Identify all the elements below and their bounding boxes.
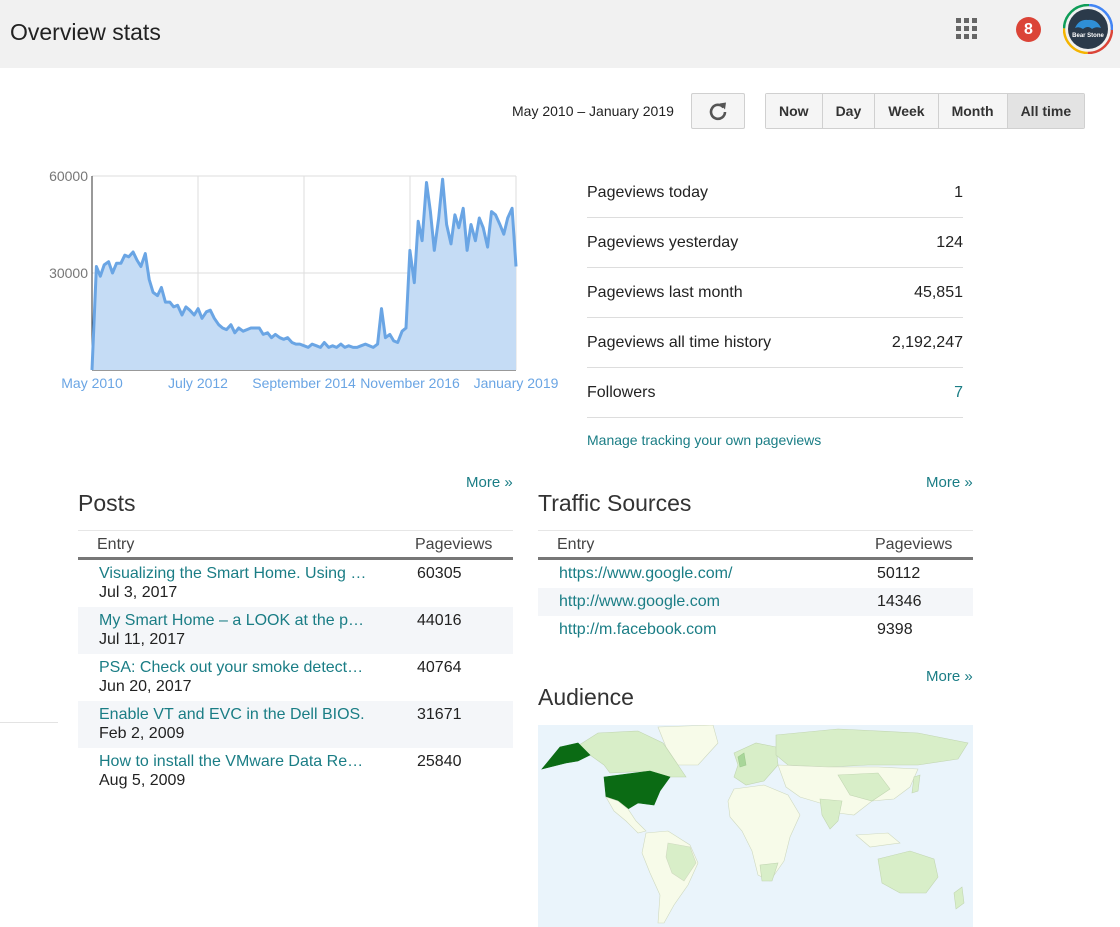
post-date: Jun 20, 2017 — [99, 678, 192, 695]
traffic-pageviews: 9398 — [877, 621, 913, 638]
stat-row-yesterday: Pageviews yesterday 124 — [587, 218, 963, 268]
range-month-button[interactable]: Month — [938, 94, 1008, 128]
post-link[interactable]: PSA: Check out your smoke detect… — [99, 659, 364, 676]
post-pageviews: 44016 — [417, 612, 462, 629]
post-link[interactable]: How to install the VMware Data Re… — [99, 753, 364, 770]
col-entry-header: Entry — [557, 536, 595, 553]
stat-label: Pageviews all time history — [587, 334, 772, 351]
traffic-row: https://www.google.com/ 50112 — [538, 560, 973, 588]
traffic-source-link[interactable]: https://www.google.com/ — [559, 565, 733, 582]
avatar[interactable]: Bear Stone — [1062, 3, 1114, 55]
top-bar: Overview stats 8 Bear Stone — [0, 0, 1120, 68]
posts-table-header: Entry Pageviews — [78, 530, 513, 560]
refresh-icon — [709, 102, 727, 121]
range-selector: Now Day Week Month All time — [765, 93, 1086, 129]
range-now-button[interactable]: Now — [766, 94, 823, 128]
y-tick-label: 60000 — [49, 168, 88, 184]
stat-value: 2,192,247 — [891, 334, 963, 351]
post-pageviews: 60305 — [417, 565, 462, 582]
divider — [0, 722, 58, 723]
series-line — [90, 177, 518, 371]
followers-link[interactable]: 7 — [954, 384, 963, 401]
post-row: PSA: Check out your smoke detect… Jun 20… — [78, 654, 513, 701]
map-australia — [877, 850, 939, 894]
stat-value: 1 — [954, 184, 963, 201]
y-tick-label: 30000 — [49, 265, 88, 281]
stat-label: Followers — [587, 384, 656, 401]
range-day-button[interactable]: Day — [822, 94, 876, 128]
stat-value: 124 — [936, 234, 963, 251]
map-china — [837, 772, 891, 802]
traffic-title: Traffic Sources — [538, 490, 692, 516]
stat-label: Pageviews yesterday — [587, 234, 739, 251]
series-area — [92, 179, 516, 370]
x-tick-label: November 2016 — [360, 375, 460, 391]
x-tick-label: July 2012 — [168, 375, 228, 391]
map-russia — [775, 728, 969, 768]
notification-badge[interactable]: 8 — [1016, 17, 1041, 42]
map-indonesia — [855, 832, 901, 848]
date-range-label: May 2010 – January 2019 — [512, 103, 674, 119]
post-pageviews: 31671 — [417, 706, 462, 723]
apps-grid-icon[interactable] — [956, 18, 978, 40]
post-row: My Smart Home – a LOOK at the p… Jul 11,… — [78, 607, 513, 654]
traffic-source-link[interactable]: http://m.facebook.com — [559, 621, 717, 638]
map-canada — [575, 730, 687, 778]
post-link[interactable]: Visualizing the Smart Home. Using … — [99, 565, 367, 582]
map-uk — [737, 752, 747, 768]
stat-row-last-month: Pageviews last month 45,851 — [587, 268, 963, 318]
traffic-row: http://www.google.com 14346 — [538, 588, 973, 616]
traffic-pageviews: 14346 — [877, 593, 922, 610]
stat-value: 45,851 — [914, 284, 963, 301]
post-date: Feb 2, 2009 — [99, 725, 185, 742]
range-week-button[interactable]: Week — [875, 94, 939, 128]
map-mexico — [605, 796, 647, 834]
map-brazil — [665, 842, 697, 882]
traffic-more-link[interactable]: More » — [926, 474, 973, 491]
post-link[interactable]: Enable VT and EVC in the Dell BIOS. — [99, 706, 365, 723]
stats-list: Pageviews today 1 Pageviews yesterday 12… — [587, 168, 963, 418]
refresh-button[interactable] — [691, 93, 745, 129]
col-pageviews-header: Pageviews — [415, 536, 493, 553]
traffic-row: http://m.facebook.com 9398 — [538, 616, 973, 644]
x-tick-label: May 2010 — [61, 375, 123, 391]
post-date: Jul 11, 2017 — [99, 631, 185, 648]
audience-title: Audience — [538, 684, 634, 710]
audience-more-link[interactable]: More » — [926, 668, 973, 685]
page-title: Overview stats — [10, 19, 161, 45]
posts-more-link[interactable]: More » — [466, 474, 513, 491]
audience-world-map[interactable] — [538, 725, 973, 927]
stat-label: Pageviews last month — [587, 284, 743, 301]
manage-tracking-link[interactable]: Manage tracking your own pageviews — [587, 432, 822, 448]
post-pageviews: 40764 — [417, 659, 462, 676]
post-row: Visualizing the Smart Home. Using … Jul … — [78, 560, 513, 607]
col-pageviews-header: Pageviews — [875, 536, 953, 553]
post-date: Jul 3, 2017 — [99, 584, 178, 601]
x-tick-label: January 2019 — [474, 375, 559, 391]
post-link[interactable]: My Smart Home – a LOOK at the p… — [99, 612, 364, 629]
x-tick-label: September 2014 — [252, 375, 356, 391]
map-japan — [911, 774, 921, 794]
traffic-pageviews: 50112 — [877, 565, 921, 582]
post-row: Enable VT and EVC in the Dell BIOS. Feb … — [78, 701, 513, 748]
traffic-source-link[interactable]: http://www.google.com — [559, 593, 720, 610]
range-all-time-button[interactable]: All time — [1007, 94, 1085, 128]
map-south-africa — [759, 862, 779, 882]
pageviews-chart: 60000 30000 May 2010 July 2012 September 201… — [49, 168, 559, 391]
map-india — [819, 798, 843, 830]
stat-row-all-time: Pageviews all time history 2,192,247 — [587, 318, 963, 368]
map-alaska — [541, 742, 591, 770]
map-new-zealand — [953, 886, 965, 910]
col-entry-header: Entry — [97, 536, 135, 553]
post-pageviews: 25840 — [417, 753, 462, 770]
stat-row-today: Pageviews today 1 — [587, 168, 963, 218]
traffic-table-header: Entry Pageviews — [538, 530, 973, 560]
post-row: How to install the VMware Data Re… Aug 5… — [78, 748, 513, 795]
stat-label: Pageviews today — [587, 184, 708, 201]
stat-row-followers: Followers 7 — [587, 368, 963, 418]
posts-title: Posts — [78, 490, 136, 516]
post-date: Aug 5, 2009 — [99, 772, 186, 789]
map-europe — [733, 742, 779, 786]
avatar-text: Bear Stone — [1072, 33, 1104, 39]
